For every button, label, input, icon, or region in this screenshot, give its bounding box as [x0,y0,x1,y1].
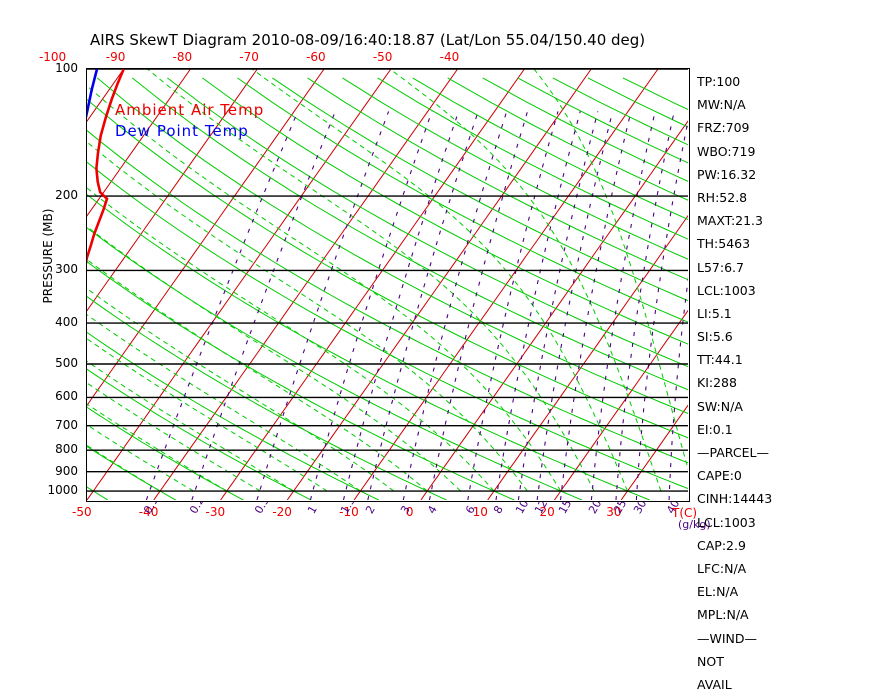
bottom-temp-tick-2: -30 [205,505,226,519]
bottom-temp-tick-6: 10 [472,505,488,519]
panel-row-12: TT:44.1 [697,352,743,368]
panel-row-6: MAXT:21.3 [697,213,763,229]
top-temp-tick-7: -50 [372,50,393,64]
panel-row-5: RH:52.8 [697,189,748,205]
temperature-axis-title: T(C) [672,506,698,520]
pressure-axis-title: PRESSURE (MB) [41,208,55,304]
panel-row-17: CAPE:0 [697,468,742,484]
panel-row-0: TP:100 [697,74,741,89]
top-temp-tick-8: -40 [439,50,460,64]
bottom-temp-tick-4: -10 [339,505,359,519]
panel-row-14: SW:N/A [697,398,743,414]
panel-row-7: TH:5463 [697,236,751,252]
pressure-tick-900: 900 [55,463,78,478]
pressure-tick-300: 300 [55,262,78,277]
panel-row-25: NOT [697,653,724,669]
top-temp-tick-4: -80 [172,50,193,64]
panel-row-2: FRZ:709 [697,120,750,136]
pressure-tick-500: 500 [55,356,78,370]
sounding-curves [87,69,125,265]
bottom-temp-tick-0: -50 [72,505,92,519]
pressure-tick-600: 600 [55,389,78,404]
panel-row-18: CINH:14443 [697,491,773,507]
bottom-temp-tick-7: 20 [539,505,555,519]
mixing-ratio-tick-7: 4 [424,503,440,516]
top-temp-tick-6: -60 [306,50,326,64]
bottom-temp-tick-3: -20 [272,505,292,519]
top-temp-tick-3: -90 [105,50,126,64]
panel-row-13: KI:288 [697,375,737,391]
panel-row-4: PW:16.32 [697,166,757,182]
panel-row-15: EI:0.1 [697,421,733,437]
pressure-tick-700: 700 [55,417,78,432]
panel-row-21: LFC:N/A [697,560,747,576]
panel-row-26: AVAIL [697,676,732,692]
bottom-temp-tick-5: 0 [405,505,414,519]
mixing-ratio-tick-3: 1 [305,503,321,516]
panel-row-20: CAP:2.9 [697,537,746,553]
skewt-plot-area[interactable]: Ambient Air Temp Dew Point Temp [86,68,690,502]
pressure-tick-200: 200 [55,188,78,203]
pressure-tick-100: 100 [55,61,78,75]
moist-adiabat-lines [87,69,688,492]
panel-row-24: —WIND— [697,630,758,646]
skewt-grid-and-curves [87,69,688,500]
isotherm-lines [87,69,688,500]
pressure-tick-400: 400 [55,315,78,330]
legend-dew-point-temp: Dew Point Temp [115,122,249,140]
bottom-temp-tick-8: 30 [606,505,622,519]
panel-row-9: LCL:1003 [697,282,756,298]
sounding-indices-panel: TP:100 MW:N/A FRZ:709 WBO:719 PW:16.32 RH:52.… [697,70,867,696]
mixing-ratio-tick-9: 8 [491,503,506,516]
legend-ambient-air-temp: Ambient Air Temp [115,101,265,119]
panel-row-23: MPL:N/A [697,607,749,623]
panel-row-8: L57:6.7 [697,259,744,275]
bottom-temp-tick-1: -40 [138,505,159,519]
panel-row-10: LI:5.1 [697,305,732,321]
mixing-ratio-tick-5: 2 [362,503,378,516]
page-title: AIRS SkewT Diagram 2010-08-09/16:40:18.8… [90,31,646,49]
panel-row-11: SI:5.6 [697,329,733,345]
top-temp-tick-2: -100 [38,50,67,64]
panel-row-3: WBO:719 [697,143,756,159]
top-temp-tick-5: -70 [239,50,259,64]
pressure-tick-800: 800 [55,442,78,457]
panel-row-19: LCL:1003 [697,514,756,530]
mixing-ratio-axis-title: (g/kg) [678,518,711,531]
dry-adiabat-lines [87,77,688,500]
panel-row-1: MW:N/A [697,97,746,113]
pressure-tick-1000: 1000 [47,483,78,498]
pressure-grid-lines [87,69,688,492]
panel-row-16: —PARCEL— [697,445,769,460]
panel-row-22: EL:N/A [697,584,739,600]
mixing-ratio-lines [145,111,688,500]
